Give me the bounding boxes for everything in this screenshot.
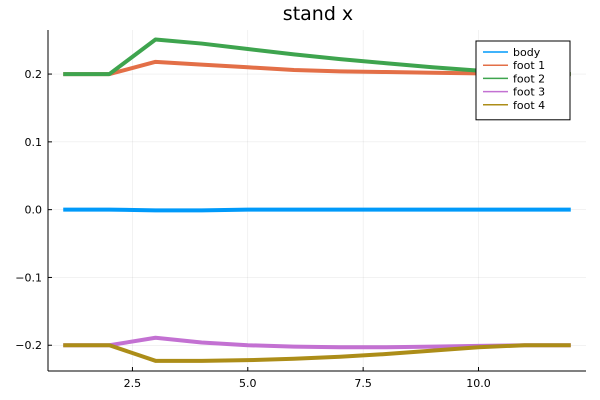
x-tick-label: 5.0 [239, 377, 257, 390]
y-tick-label: 0.2 [25, 68, 43, 81]
series-line-body [63, 207, 571, 213]
y-axis-ticks: −0.2 −0.1 0.0 0.1 0.2 [15, 68, 52, 352]
y-tick-label: 0.1 [25, 136, 43, 149]
axes [47, 30, 586, 372]
legend-label: foot 4 [513, 99, 545, 112]
legend-label: body [513, 46, 541, 59]
x-axis-ticks: 2.5 5.0 7.5 10.0 [124, 367, 491, 390]
y-tick-label: −0.2 [15, 339, 42, 352]
x-tick-label: 2.5 [124, 377, 142, 390]
legend-label: foot 2 [513, 72, 545, 85]
series-line-foot-4 [63, 343, 571, 363]
x-tick-label: 7.5 [354, 377, 372, 390]
legend-box [475, 40, 571, 121]
chart-title: stand x [283, 3, 353, 25]
y-tick-label: −0.1 [15, 271, 42, 284]
legend-label: foot 1 [513, 59, 545, 72]
x-tick-label: 10.0 [466, 377, 491, 390]
legend-label: foot 3 [513, 86, 545, 99]
y-tick-label: 0.0 [25, 204, 43, 217]
